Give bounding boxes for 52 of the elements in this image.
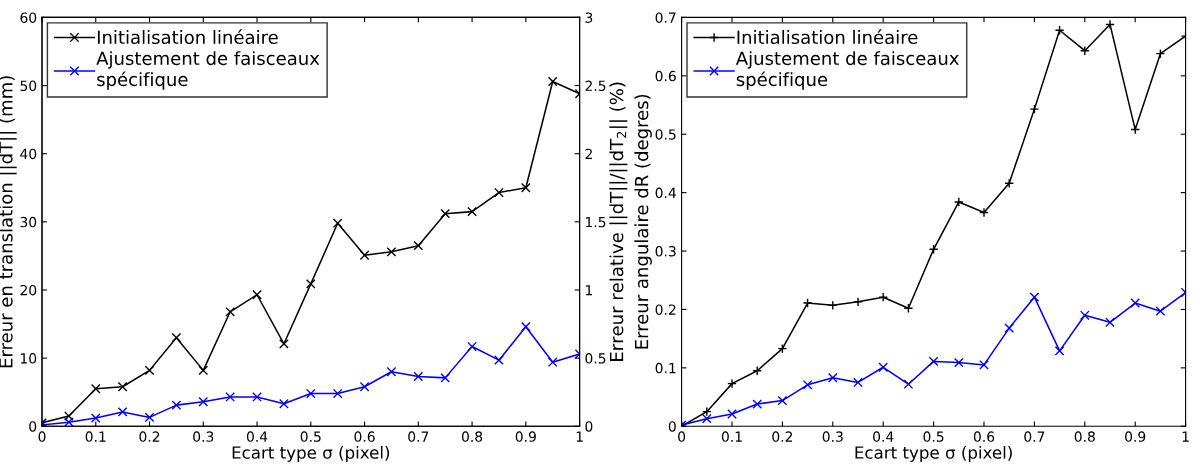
x-tick-label: 0 (38, 431, 46, 442)
x-tick-label: 0.9 (1125, 431, 1146, 442)
x-tick-label: 0.8 (1074, 431, 1095, 442)
y-tick-label: 0.7 (655, 12, 676, 23)
y-tick-label: 60 (20, 12, 37, 23)
x-tick-label: 1 (576, 431, 583, 442)
y2-tick-label: 0.5 (585, 353, 606, 364)
x-axis-title: Ecart type σ (pixel) (855, 445, 1012, 463)
x-tick-label: 0.2 (772, 431, 793, 442)
y-tick-label: 0 (668, 421, 676, 432)
y2-tick-label: 3 (585, 12, 593, 23)
x-tick-label: 1 (1182, 431, 1189, 442)
y2-axis-title: Erreur relative ||dT||/||dT$_{2}$|| (%) (609, 82, 628, 361)
y-tick-label: 0.1 (655, 362, 676, 374)
legend-label: Initialisation linéaire (97, 29, 278, 45)
y-tick-label: 40 (20, 148, 37, 160)
y-tick-label: 0.3 (655, 246, 676, 257)
legend-label: Ajustement de faisceaux spécifique (96, 51, 320, 90)
y-axis-title: Erreur angulaire dR (degres) (634, 94, 652, 349)
y2-tick-label: 2 (585, 148, 592, 159)
y2-tick-label: 1 (585, 285, 593, 296)
y2-tick-label: 2.5 (585, 80, 606, 92)
y-tick-label: 0 (29, 421, 37, 432)
y-tick-label: 20 (20, 284, 37, 296)
x-tick-label: 0.7 (408, 431, 429, 442)
x-tick-label: 0.4 (873, 431, 894, 442)
y-tick-label: 0.4 (655, 187, 676, 199)
y-tick-label: 0.6 (655, 70, 676, 82)
x-tick-label: 0.6 (973, 431, 995, 442)
x-tick-label: 0 (678, 431, 686, 442)
y-tick-label: 0.5 (655, 129, 676, 140)
y2-tick-label: 1.5 (585, 216, 606, 228)
x-tick-label: 0.3 (193, 431, 214, 442)
x-tick-label: 0.6 (354, 431, 375, 442)
x-tick-label: 0.3 (822, 431, 843, 442)
y-tick-label: 30 (20, 216, 37, 228)
x-tick-label: 0.5 (923, 431, 944, 442)
x-tick-label: 0.1 (721, 431, 742, 442)
x-tick-label: 0.9 (515, 431, 536, 442)
x-tick-label: 0.1 (85, 431, 106, 442)
legend-label: Initialisation linéaire (737, 29, 918, 45)
x-tick-label: 0.5 (300, 431, 321, 442)
y-tick-label: 10 (20, 353, 37, 364)
legend-label: Ajustement de faisceaux spécifique (735, 51, 959, 90)
y-tick-label: 0.2 (655, 304, 676, 315)
x-tick-label: 0.7 (1024, 431, 1045, 442)
y2-tick-label: 0 (585, 421, 593, 432)
y-tick-label: 50 (20, 80, 37, 92)
x-tick-label: 0.2 (139, 431, 160, 442)
x-tick-label: 0.4 (246, 431, 268, 442)
x-tick-label: 0.8 (461, 431, 483, 442)
x-axis-title: Ecart type σ (pixel) (232, 445, 390, 463)
